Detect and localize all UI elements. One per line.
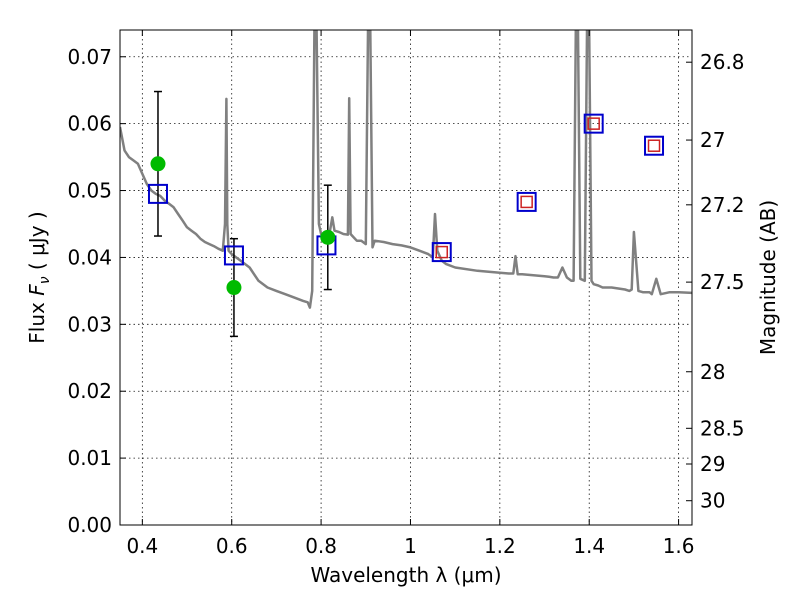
model-point-box bbox=[644, 135, 665, 156]
y2-tick-label: 28 bbox=[700, 360, 725, 384]
x-tick-label: 0.4 bbox=[126, 534, 158, 558]
plot-frame bbox=[119, 29, 693, 526]
y2-tick-label: 28.5 bbox=[700, 416, 745, 440]
y2-tick-label: 27.2 bbox=[700, 193, 745, 217]
x-tick-label: 1.4 bbox=[573, 534, 605, 558]
y-tick-label: 0.01 bbox=[67, 446, 112, 470]
model-point-inner bbox=[647, 139, 661, 152]
spectrum-line bbox=[120, 30, 692, 309]
y2-tick-label: 29 bbox=[700, 452, 725, 476]
y2-tick-label: 27.5 bbox=[700, 270, 745, 294]
y-tick-label: 0.03 bbox=[67, 312, 112, 336]
y-axis-label: Flux Fν ( μJy ) bbox=[25, 211, 53, 343]
y-tick-label: 0.07 bbox=[67, 45, 112, 69]
x-tick-label: 1.6 bbox=[663, 534, 695, 558]
model-point-box bbox=[516, 191, 537, 212]
observed-point bbox=[226, 280, 242, 296]
y2-tick-label: 30 bbox=[700, 489, 725, 513]
y-tick-label: 0.06 bbox=[67, 112, 112, 136]
model-point-box bbox=[583, 113, 604, 134]
observed-point bbox=[150, 156, 166, 172]
model-point-box bbox=[147, 183, 168, 204]
x-tick-label: 0.8 bbox=[305, 534, 337, 558]
y-axis-label-prefix: Flux bbox=[25, 296, 49, 344]
y-axis-label-subscript: ν bbox=[37, 276, 53, 284]
y2-tick-label: 27 bbox=[700, 128, 725, 152]
model-point-inner bbox=[435, 245, 448, 259]
y-axis-label-variable: F bbox=[25, 284, 49, 296]
model-point-inner bbox=[520, 195, 533, 209]
axes-layer: 0.4 0.6 0.8 1 1.2 1.4 1.6 0.00 0.01 0.02 0.03 0.04 0… bbox=[67, 30, 745, 558]
y-tick-label: 0.04 bbox=[67, 245, 112, 269]
plot-area bbox=[120, 30, 692, 338]
x-axis-label: Wavelength λ (μm) bbox=[310, 563, 501, 587]
grid-layer bbox=[120, 30, 692, 525]
x-tick-label: 1 bbox=[404, 534, 417, 558]
model-point-box bbox=[223, 245, 244, 266]
x-tick-label: 1.2 bbox=[484, 534, 516, 558]
model-point-box bbox=[431, 242, 452, 263]
y-axis-label-suffix: ( μJy ) bbox=[25, 211, 49, 276]
y-tick-label: 0.05 bbox=[67, 179, 112, 203]
x-tick-label: 0.6 bbox=[216, 534, 248, 558]
secondary-y-axis-label: Magnitude (AB) bbox=[756, 200, 780, 355]
observed-point bbox=[320, 229, 336, 245]
y-tick-label: 0.02 bbox=[67, 379, 112, 403]
y-tick-label: 0.00 bbox=[67, 513, 112, 537]
model-point-inner bbox=[587, 117, 600, 130]
y2-tick-label: 26.8 bbox=[700, 50, 745, 74]
